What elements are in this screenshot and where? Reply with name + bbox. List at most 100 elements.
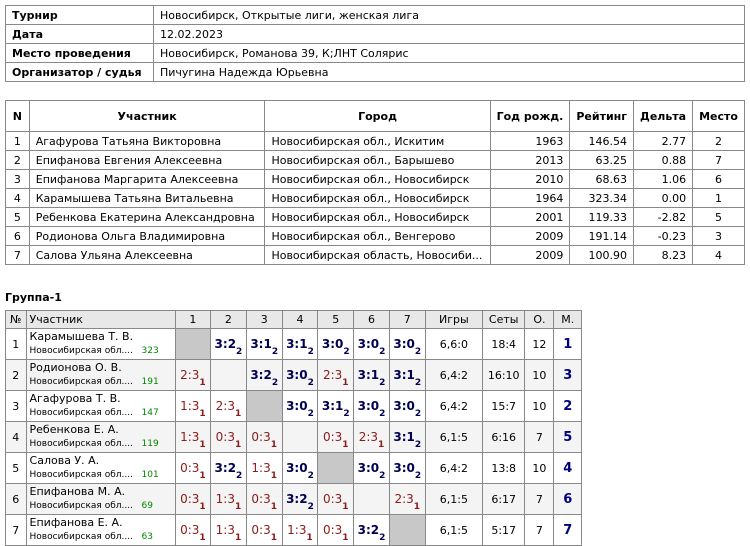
cell: 2009: [489, 245, 571, 265]
column-header: О.: [524, 310, 555, 329]
group-row: 6 Епифанова М. А. Новосибирская обл.... 69 0…: [5, 483, 582, 515]
place: 5: [553, 421, 582, 453]
match-score: 0:3: [251, 492, 271, 506]
match-points: 1: [342, 533, 349, 543]
match-points: 2: [236, 347, 243, 357]
diagonal-cell: [353, 483, 390, 515]
info-value: 12.02.2023: [153, 24, 745, 44]
match-points: 1: [234, 502, 242, 512]
match-score: 0:3: [215, 430, 235, 444]
participant-row: 5 Ребенкова Екатерина Александровна Новоси…: [5, 207, 745, 227]
match-points: 2: [307, 347, 314, 357]
match-cell: 1:31: [174, 390, 212, 422]
player-rating: 69: [141, 501, 153, 511]
player-city: Новосибирская обл....: [29, 532, 133, 542]
cell: 5: [5, 207, 30, 227]
match-cell: 1:31: [281, 514, 319, 546]
column-header: Игры: [424, 310, 484, 329]
match-cell: 3:02: [388, 390, 426, 422]
column-header: Год рожд.: [489, 100, 571, 132]
match-score: 2:3: [322, 368, 343, 382]
place: 6: [553, 483, 582, 515]
match-score: 3:1: [286, 337, 308, 351]
player-info: Новосибирская обл.... 63: [30, 529, 172, 544]
match-points: 2: [307, 502, 314, 512]
games: 6,1:5: [424, 514, 484, 546]
match-points: 1: [413, 502, 421, 512]
row-number: 5: [5, 452, 27, 484]
match-points: 2: [414, 378, 422, 388]
match-cell: 3:02: [353, 452, 390, 484]
diagonal-cell: [245, 390, 283, 422]
match-cell: 3:02: [388, 328, 426, 360]
info-label: Турнир: [5, 5, 154, 25]
cell: 100.90: [569, 245, 635, 265]
match-points: 1: [306, 533, 313, 543]
column-header: Город: [264, 100, 491, 132]
cell: 6: [692, 169, 745, 189]
place: 3: [553, 359, 582, 391]
match-cell: 3:22: [281, 483, 319, 515]
player-rating: 63: [141, 532, 153, 542]
row-number: 6: [5, 483, 27, 515]
row-number: 4: [5, 421, 27, 453]
points: 7: [524, 514, 555, 546]
match-score: 3:1: [393, 368, 415, 382]
player-rating: 101: [141, 470, 159, 480]
match-points: 1: [199, 378, 206, 388]
match-score: 2:3: [358, 430, 379, 444]
match-cell: 3:02: [353, 328, 390, 360]
match-cell: 0:31: [174, 483, 212, 515]
match-score: 0:3: [322, 523, 343, 537]
player-name: Агафурова Т. В.: [29, 392, 121, 405]
place: 7: [553, 514, 582, 546]
diagonal-cell: [174, 328, 212, 360]
column-header: Участник: [28, 100, 266, 132]
cell: -2.82: [633, 207, 694, 227]
match-score: 1:3: [180, 430, 200, 444]
info-label: Дата: [5, 24, 154, 44]
column-header: 1: [174, 310, 212, 329]
player-info: Новосибирская обл.... 101: [30, 467, 172, 482]
cell: 5: [692, 207, 745, 227]
match-cell: 3:12: [317, 390, 355, 422]
cell: Родионова Ольга Владимировна: [28, 226, 266, 246]
match-cell: 1:31: [245, 452, 283, 484]
player: Родионова О. В. Новосибирская обл.... 191: [25, 359, 176, 391]
match-points: 2: [379, 409, 386, 419]
match-points: 1: [199, 502, 206, 512]
sets: 15:7: [482, 390, 526, 422]
match-score: 1:3: [180, 399, 200, 413]
player-info: Новосибирская обл.... 323: [30, 343, 172, 358]
match-score: 1:3: [287, 523, 307, 537]
match-points: 1: [342, 502, 349, 512]
player-rating: 323: [141, 346, 159, 356]
cell: Новосибирская обл., Новосибирск: [264, 207, 491, 227]
participant-row: 1 Агафурова Татьяна Викторовна Новосибирск…: [5, 131, 745, 151]
match-cell: 2:31: [388, 483, 426, 515]
match-cell: 3:22: [210, 328, 247, 360]
participants-table: N Участник Город Год рожд. Рейтинг Дельта Мест…: [5, 100, 745, 265]
match-points: 2: [307, 471, 314, 481]
match-score: 3:0: [286, 461, 308, 475]
match-cell: 0:31: [210, 421, 247, 453]
info-row: Организатор / судья Пичугина Надежда Юрье…: [5, 62, 745, 82]
cell: Новосибирская обл., Искитим: [264, 131, 491, 151]
cell: 1963: [489, 131, 571, 151]
match-score: 2:3: [215, 399, 235, 413]
match-points: 2: [379, 533, 386, 543]
participant-row: 6 Родионова Ольга Владимировна Новосибирск…: [5, 226, 745, 246]
match-points: 1: [342, 440, 349, 450]
cell: 2.77: [633, 131, 694, 151]
group-title: Группа-1: [5, 291, 62, 304]
cell: Новосибирская обл., Новосибирск: [264, 188, 491, 208]
player: Епифанова М. А. Новосибирская обл.... 69: [25, 483, 176, 515]
match-cell: 0:31: [317, 421, 355, 453]
group-row: 3 Агафурова Т. В. Новосибирская обл.... 147…: [5, 390, 582, 422]
participant-row: 2 Епифанова Евгения Алексеевна Новосибирск…: [5, 150, 745, 170]
match-points: 2: [379, 471, 386, 481]
column-header: Место: [692, 100, 745, 132]
match-cell: 3:02: [317, 328, 355, 360]
match-cell: 1:31: [174, 421, 212, 453]
cell: 119.33: [569, 207, 635, 227]
